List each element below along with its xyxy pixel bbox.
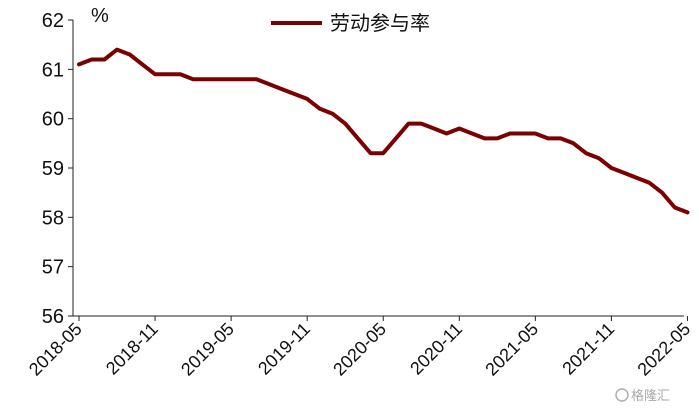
- series-line-labor-participation: [77, 47, 690, 215]
- x-tick-label: 2021-05: [481, 319, 542, 380]
- x-tick-label: 2019-05: [177, 319, 238, 380]
- axes: [72, 20, 684, 317]
- y-tick-label: 60: [42, 109, 64, 131]
- watermark-logo-icon: [615, 388, 629, 402]
- series-group: [77, 47, 690, 215]
- x-tick-label: 2022-05: [633, 319, 694, 380]
- x-tick-label: 2021-11: [558, 319, 618, 379]
- watermark-text: 格隆汇: [631, 388, 670, 404]
- x-tick-label: 2020-05: [329, 319, 390, 380]
- y-tick-label: 56: [42, 306, 64, 328]
- y-tick-label: 58: [42, 207, 64, 229]
- y-tick-label: 62: [42, 10, 64, 32]
- y-axis-unit-label: %: [91, 5, 109, 27]
- x-tick-label: 2018-11: [102, 319, 162, 379]
- x-tick-label: 2020-11: [406, 319, 466, 379]
- x-axis-ticks: 2018-05 2018-11 2019-05 2019-11 2020-05 2020-…: [25, 316, 694, 380]
- y-tick-label: 61: [42, 59, 64, 81]
- y-axis-ticks: 56 57 58 59 60 61 62: [42, 10, 73, 328]
- y-tick-label: 59: [42, 158, 64, 180]
- x-tick-label: 2019-11: [254, 319, 314, 379]
- legend: 劳动参与率: [271, 11, 430, 35]
- legend-label: 劳动参与率: [330, 11, 430, 35]
- y-tick-label: 57: [42, 257, 64, 279]
- watermark: 格隆汇: [615, 388, 670, 404]
